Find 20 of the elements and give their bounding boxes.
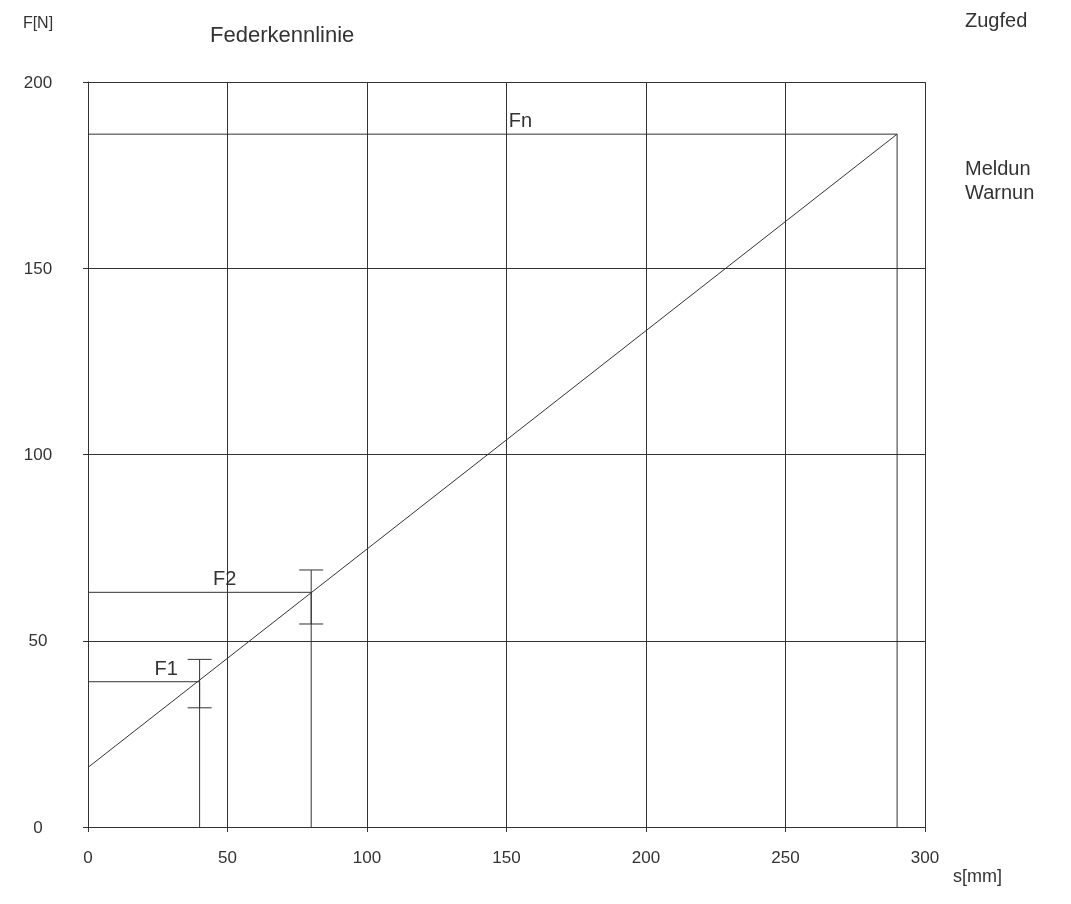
y-axis-title: F[N] <box>22 13 54 31</box>
x-tick-label: 0 <box>83 848 93 867</box>
text: Meldun <box>965 157 1031 179</box>
x-tick-label: 300 <box>910 848 940 867</box>
chart-title: Federkennlinie <box>210 21 355 47</box>
x-axis-title: s[mm] <box>953 866 1002 886</box>
text: Warnun <box>965 181 1035 203</box>
y-tick-label: 200 <box>23 72 53 92</box>
x-tick-label: 50 <box>218 848 237 867</box>
x-tick-label: 100 <box>352 848 382 867</box>
y-tick-label: 150 <box>23 258 53 278</box>
text: Zugfed <box>965 9 1028 31</box>
x-tick-label: 150 <box>492 848 521 867</box>
y-tick-label: 50 <box>28 631 48 651</box>
y-tick-label: 100 <box>23 445 53 464</box>
x-tick-label: 250 <box>771 848 800 867</box>
annotation: F1 <box>154 656 178 679</box>
y-tick-label: 0 <box>33 817 43 837</box>
annotation: Fn <box>508 109 533 132</box>
x-tick-label: 200 <box>631 848 661 867</box>
